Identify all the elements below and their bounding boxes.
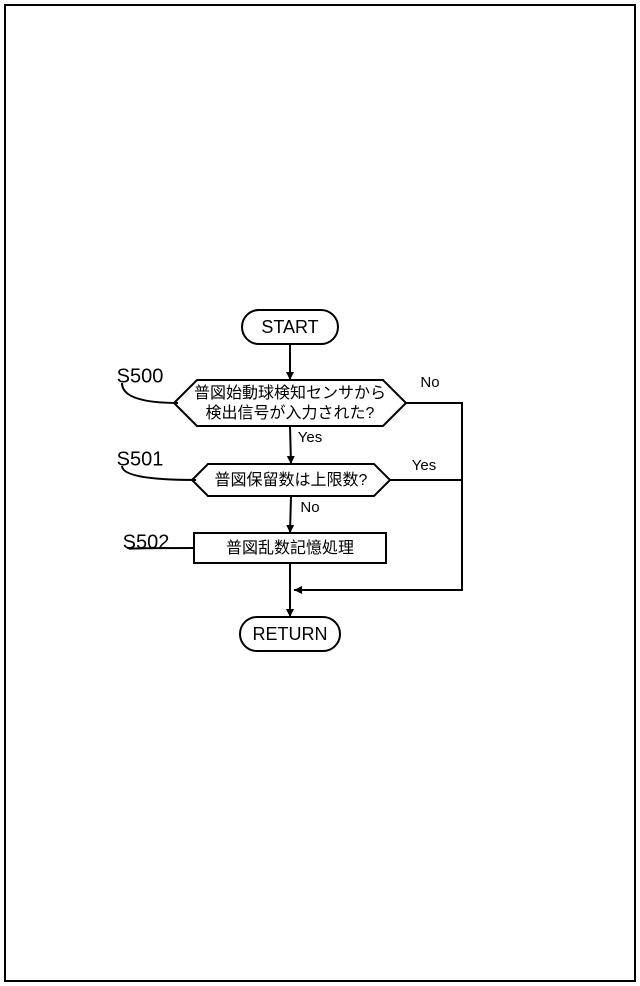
s500-yes: Yes bbox=[298, 429, 322, 446]
return-terminal-label: RETURN bbox=[253, 624, 328, 644]
s501-yes: Yes bbox=[412, 457, 436, 474]
s501-no: No bbox=[300, 499, 319, 516]
s501-decision-text: 普図保留数は上限数? bbox=[215, 471, 368, 489]
s500-decision-text2: 検出信号が入力された? bbox=[206, 404, 375, 422]
s502-process-text: 普図乱数記憶処理 bbox=[226, 539, 354, 557]
arrow-s500-s501 bbox=[290, 426, 291, 464]
s502-label-leader bbox=[128, 548, 194, 549]
s501-label: S501 bbox=[117, 448, 164, 470]
flowchart-canvas: START 普図始動球検知センサから検出信号が入力された? S500 Yes No 普図保… bbox=[0, 0, 640, 986]
arrow-s501-s502 bbox=[290, 496, 291, 533]
s500-label: S500 bbox=[117, 365, 164, 387]
s502-label: S502 bbox=[123, 531, 170, 553]
start-terminal-label: START bbox=[261, 317, 318, 337]
s500-no: No bbox=[420, 374, 439, 391]
s500-decision-text1: 普図始動球検知センサから bbox=[194, 384, 386, 402]
